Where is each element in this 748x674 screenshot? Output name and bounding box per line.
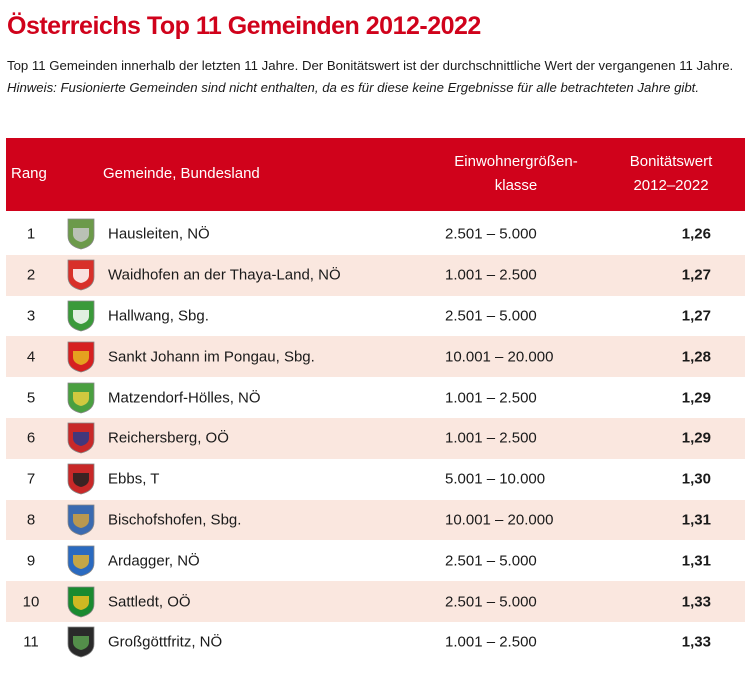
crest-blue-gold-icon [67,545,95,577]
bonitaetswert: 1,29 [681,429,711,447]
rank: 4 [26,348,36,366]
table-header: Rang Gemeinde, Bundesland Einwohnergröße… [6,138,745,211]
intro-text: Top 11 Gemeinden innerhalb der letzten 1… [7,55,745,99]
header-gemeinde: Gemeinde, Bundesland [103,165,260,182]
bonitaetswert: 1,26 [681,225,711,243]
bonitaetswert: 1,33 [681,593,711,611]
bonitaetswert: 1,27 [681,266,711,284]
gemeinde-name: Bischofshofen, Sbg. [108,511,242,529]
gemeinde-name: Hallwang, Sbg. [108,307,209,325]
table-row: 3 Hallwang, Sbg. 2.501 – 5.000 1,27 [6,296,745,337]
crest-green-gold-icon [67,586,95,617]
einwohner-klasse: 1.001 – 2.500 [445,266,537,284]
bonitaetswert: 1,28 [681,348,711,366]
gemeinde-name: Sankt Johann im Pongau, Sbg. [108,348,315,366]
rank: 6 [26,429,36,447]
table-row: 9 Ardagger, NÖ 2.501 – 5.000 1,31 [6,540,745,581]
gemeinde-name: Großgöttfritz, NÖ [108,633,223,651]
rank: 9 [26,552,36,570]
rank: 11 [23,633,39,651]
bonitaetswert: 1,29 [681,389,711,407]
gemeinde-name: Hausleiten, NÖ [108,225,210,243]
crest-red-blue-icon [67,422,95,454]
rank: 2 [26,266,36,284]
einwohner-klasse: 1.001 – 2.500 [445,633,537,651]
einwohner-klasse: 2.501 – 5.000 [445,307,537,325]
crest-green-yellow-icon [67,382,95,413]
bonitaetswert: 1,33 [681,633,711,651]
einwohner-klasse: 1.001 – 2.500 [445,429,537,447]
crest-blue-grey-icon [67,504,95,536]
gemeinde-name: Sattledt, OÖ [108,593,191,611]
rank: 3 [26,307,36,325]
gemeinde-name: Matzendorf-Hölles, NÖ [108,389,261,407]
einwohner-klasse: 2.501 – 5.000 [445,593,537,611]
gemeinde-name: Ebbs, T [108,470,160,488]
bonitaetswert: 1,30 [681,470,711,488]
crest-green-grey-icon [67,218,95,250]
intro-description: Top 11 Gemeinden innerhalb der letzten 1… [7,58,734,73]
table-row: 11 Großgöttfritz, NÖ 1.001 – 2.500 1,33 [6,622,745,663]
rank: 10 [22,593,40,611]
einwohner-klasse: 5.001 – 10.000 [445,470,546,488]
table-row: 10 Sattledt, OÖ 2.501 – 5.000 1,33 [6,581,745,622]
page-title: Österreichs Top 11 Gemeinden 2012-2022 [7,12,481,40]
header-wert: Bonitätswert 2012–2022 [629,153,713,194]
crest-green-white-icon [67,300,95,332]
crest-red-white-icon [67,259,95,291]
crest-black-green-icon [67,626,95,658]
table-row: 8 Bischofshofen, Sbg. 10.001 – 20.000 1,… [6,499,745,541]
crest-red-gold-icon [67,341,95,373]
table-row: 1 Hausleiten, NÖ 2.501 – 5.000 1,26 [6,214,745,255]
table-row: 6 Reichersberg, OÖ 1.001 – 2.500 1,29 [6,417,745,459]
table-row: 2 Waidhofen an der Thaya-Land, NÖ 1.001 … [6,254,745,296]
bonitaetswert: 1,31 [681,552,711,570]
rank: 5 [26,389,36,407]
bonitaetswert: 1,31 [681,511,711,529]
rank: 7 [26,470,36,488]
einwohner-klasse: 2.501 – 5.000 [445,552,537,570]
table-row: 4 Sankt Johann im Pongau, Sbg. 10.001 – … [6,336,745,378]
einwohner-klasse: 10.001 – 20.000 [445,348,554,366]
gemeinde-name: Reichersberg, OÖ [108,429,229,447]
einwohner-klasse: 10.001 – 20.000 [445,511,554,529]
einwohner-klasse: 2.501 – 5.000 [445,225,537,243]
table-row: 5 Matzendorf-Hölles, NÖ 1.001 – 2.500 1,… [6,377,745,418]
table-row: 7 Ebbs, T 5.001 – 10.000 1,30 [6,459,745,500]
header-klasse: Einwohnergrößen-klasse [454,153,578,194]
rank: 1 [26,225,36,243]
einwohner-klasse: 1.001 – 2.500 [445,389,537,407]
crest-red-black-icon [67,463,95,495]
ranking-table: Rang Gemeinde, Bundesland Einwohnergröße… [6,138,745,663]
bonitaetswert: 1,27 [681,307,711,325]
gemeinde-name: Ardagger, NÖ [108,552,200,570]
intro-note: Hinweis: Fusionierte Gemeinden sind nich… [7,80,700,95]
rank: 8 [26,511,36,529]
gemeinde-name: Waidhofen an der Thaya-Land, NÖ [108,266,341,284]
header-rang: Rang [11,165,47,182]
